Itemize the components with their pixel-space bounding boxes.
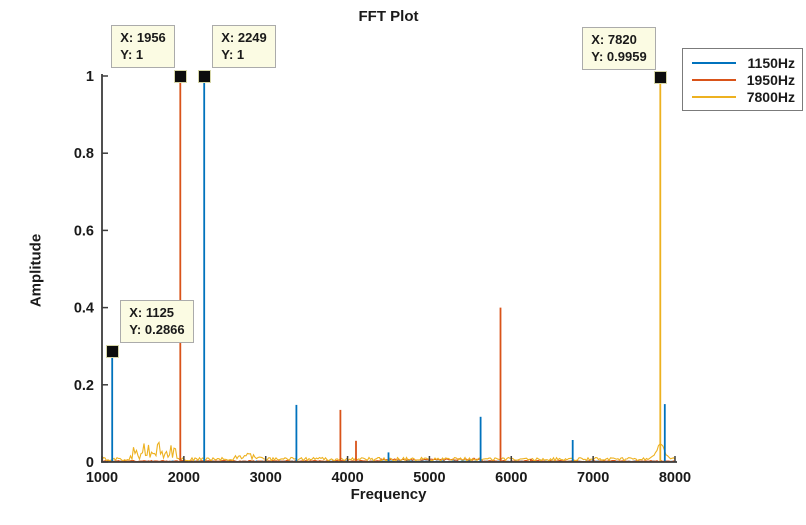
x-tick-label: 7000 — [577, 470, 609, 486]
legend-line-sample — [692, 95, 736, 98]
datatip-x-value: X: 2249 — [221, 30, 267, 45]
legend-line-sample — [692, 61, 736, 64]
x-tick-label: 1000 — [86, 470, 118, 486]
legend-entry-1950hz[interactable]: 1950Hz — [692, 71, 795, 88]
datatip-7820[interactable]: X: 7820 Y: 0.9959 — [582, 26, 656, 70]
legend[interactable]: 1150Hz 1950Hz 7800Hz — [682, 48, 803, 111]
datatip-2249[interactable]: X: 2249 Y: 1 — [212, 25, 276, 68]
x-tick-label: 3000 — [250, 470, 282, 486]
datatip-1125[interactable]: X: 1125 Y: 0.2866 — [120, 300, 194, 344]
datatip-y-value: Y: 1 — [221, 47, 245, 62]
x-axis-label: Frequency — [350, 486, 427, 503]
y-tick-label: 1 — [86, 69, 94, 85]
y-axis-label: Amplitude — [27, 233, 45, 308]
y-tick-label: 0.4 — [74, 301, 94, 317]
y-tick-label: 0.6 — [74, 223, 94, 239]
datatip-marker[interactable] — [197, 69, 211, 83]
x-tick-label: 4000 — [331, 470, 363, 486]
y-tick-label: 0.8 — [74, 146, 94, 162]
legend-entry-7800hz[interactable]: 7800Hz — [692, 88, 795, 105]
x-tick-label: 6000 — [495, 470, 527, 486]
datatip-y-value: Y: 1 — [120, 47, 144, 62]
legend-entry-1150hz[interactable]: 1150Hz — [692, 54, 795, 71]
legend-label: 1950Hz — [746, 71, 795, 88]
x-tick-label: 8000 — [659, 470, 691, 486]
legend-line-sample — [692, 78, 736, 81]
datatip-y-value: Y: 0.9959 — [591, 48, 647, 64]
datatip-marker[interactable] — [653, 71, 667, 85]
datatip-x-value: X: 1125 — [129, 305, 175, 321]
x-tick-label: 2000 — [168, 470, 200, 486]
datatip-x-value: X: 7820 — [591, 31, 637, 47]
datatip-marker[interactable] — [173, 69, 187, 83]
y-tick-label: 0.2 — [74, 378, 94, 394]
y-tick-label: 0 — [86, 455, 94, 471]
x-tick-label: 5000 — [413, 470, 445, 486]
chart-title: FFT Plot — [358, 8, 419, 25]
datatip-x-value: X: 1956 — [120, 30, 166, 45]
datatip-1956[interactable]: X: 1956 Y: 1 — [111, 25, 175, 68]
legend-label: 7800Hz — [746, 88, 795, 105]
legend-label: 1150Hz — [747, 54, 795, 71]
datatip-marker[interactable] — [105, 344, 119, 358]
datatip-y-value: Y: 0.2866 — [129, 322, 185, 338]
